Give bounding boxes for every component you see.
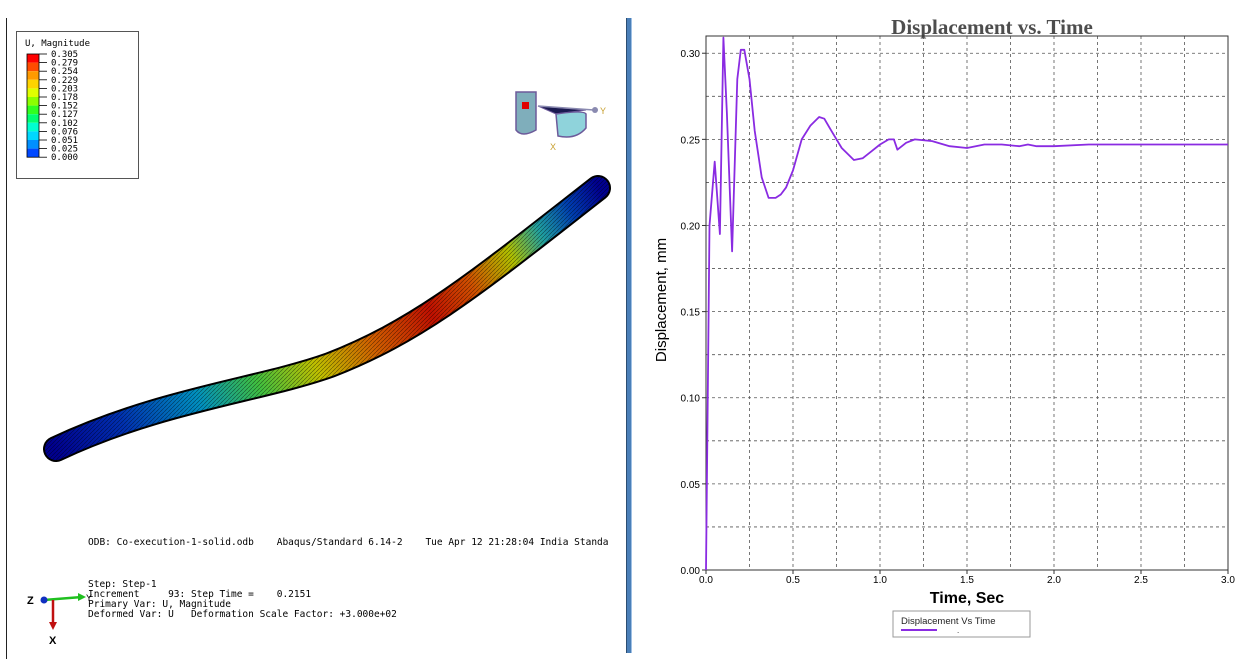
y-tick-label: 0.10: [681, 394, 701, 405]
y-tick-label: 0.30: [681, 49, 701, 60]
panel-divider[interactable]: [626, 18, 632, 653]
legend-swatch: [27, 122, 39, 132]
legend-level-label: 0.305: [51, 50, 78, 60]
primary-var-text: Primary Var: U, Magnitude: [88, 599, 231, 610]
legend-level-label: 0.279: [51, 59, 78, 69]
legend-swatch: [27, 105, 39, 115]
x-tick-label: 1.0: [873, 575, 887, 586]
legend-title: U, Magnitude: [25, 39, 91, 49]
legend-color-bar: 0.3050.2790.2540.2290.2030.1780.1520.127…: [26, 50, 78, 163]
legend-second-entry: .: [957, 626, 959, 635]
x-tick-label: 0.5: [786, 575, 800, 586]
viewport-panel[interactable]: U, Magnitude 0.305 0.279 0.254 0.229 0.203 0.…: [0, 0, 630, 659]
y-tick-label: 0.15: [681, 308, 701, 319]
x-tick-label: 2.0: [1047, 575, 1061, 586]
odb-info-text: ODB: Co-execution-1-solid.odb Abaqus/Sta…: [88, 537, 609, 548]
legend-swatch: [27, 88, 39, 97]
triad-y-label: Y: [600, 106, 606, 116]
x-tick-label: 0.0: [699, 575, 713, 586]
legend-level-label: 0.076: [51, 127, 78, 137]
legend-series-label: Displacement Vs Time: [901, 616, 996, 627]
viewport-left-border: [6, 18, 7, 659]
y-tick-label: 0.20: [681, 221, 701, 232]
y-tick-label: 0.00: [681, 566, 701, 577]
legend-level-label: 0.203: [51, 84, 78, 94]
triad-bottom-x-label: X: [49, 635, 57, 647]
chart-title: Displacement vs. Time: [891, 15, 1093, 39]
step-info-text: Step: Step-1: [88, 579, 157, 590]
x-tick-label: 2.5: [1134, 575, 1148, 586]
triad-bottom-y-label: Y: [86, 593, 92, 603]
legend-level-label: 0.025: [51, 145, 78, 155]
x-tick-label: 3.0: [1221, 575, 1235, 586]
legend-level-label: 0.127: [51, 110, 78, 120]
legend-level-label: 0.102: [51, 119, 78, 129]
series-line: [705, 36, 1228, 571]
legend-level-label: 0.229: [51, 76, 78, 86]
chart-legend: Displacement Vs Time .: [892, 610, 1031, 638]
triad-x-label: X: [550, 142, 556, 152]
chart-panel: Displacement vs. Time 0.0 0.5 1.0 1.5 2.0 2.5…: [631, 0, 1243, 659]
triad-z-label: Z: [27, 595, 34, 607]
legend-swatch: [27, 140, 39, 149]
y-axis-label: Displacement, mm: [653, 238, 670, 362]
legend-level-label: 0.254: [51, 67, 78, 77]
y-tick-label: 0.25: [681, 135, 701, 146]
legend-swatch: [27, 71, 39, 80]
legend-bar-outline: [26, 53, 40, 158]
x-axis-label: Time, Sec: [930, 590, 1005, 607]
legend-swatch: [27, 54, 39, 63]
axis-triad-icon: Z Y X: [27, 593, 92, 647]
legend-swatch: [27, 97, 39, 106]
chart-tick-labels: 0.0 0.5 1.0 1.5 2.0 2.5 3.0 0.00 0.05 0.10 0.15 0.2…: [681, 49, 1236, 586]
x-tick-label: 1.5: [960, 575, 974, 586]
contour-legend: U, Magnitude 0.305 0.279 0.254 0.229 0.203 0.…: [16, 31, 139, 179]
legend-level-label: 0.000: [51, 153, 78, 163]
chart-grid: [706, 36, 1228, 570]
legend-swatch: [27, 131, 39, 140]
legend-swatch: [27, 148, 39, 158]
legend-level-label: 0.178: [51, 93, 78, 103]
legend-level-label: 0.051: [51, 136, 78, 146]
deformed-model[interactable]: [0, 0, 630, 500]
deformed-var-text: Deformed Var: U Deformation Scale Factor…: [88, 609, 397, 620]
legend-swatch: [27, 114, 39, 123]
legend-swatch: [27, 62, 39, 72]
chart-series: [705, 36, 1228, 571]
y-tick-label: 0.05: [681, 480, 701, 491]
legend-level-label: 0.152: [51, 102, 78, 112]
displacement-chart: Displacement vs. Time 0.0 0.5 1.0 1.5 2.0 2.5…: [653, 15, 1236, 638]
chart-axes: [702, 35, 1229, 574]
increment-info-text: Increment 93: Step Time = 0.2151: [88, 589, 312, 600]
legend-swatch: [27, 79, 39, 89]
view-triad-icon: Y X: [515, 91, 606, 152]
